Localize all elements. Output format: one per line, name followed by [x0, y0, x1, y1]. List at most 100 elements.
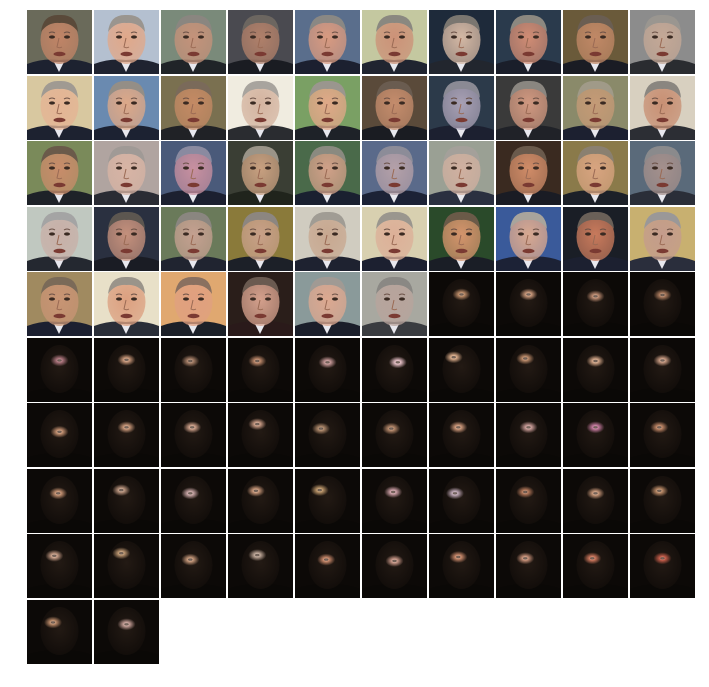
masked-face-thumbnail — [94, 403, 159, 467]
thumbnail-image — [630, 338, 695, 402]
masked-face-thumbnail — [94, 600, 159, 664]
masked-face-thumbnail — [161, 469, 226, 533]
thumbnail-image — [429, 338, 494, 402]
thumbnail-image — [563, 534, 628, 598]
thumbnail-image — [496, 76, 561, 140]
thumbnail-image — [563, 207, 628, 271]
thumbnail-image — [362, 76, 427, 140]
face-thumbnail — [94, 207, 159, 271]
face-thumbnail — [630, 207, 695, 271]
masked-face-thumbnail — [27, 403, 92, 467]
thumbnail-image — [27, 534, 92, 598]
masked-face-thumbnail — [295, 534, 360, 598]
face-thumbnail — [362, 272, 427, 336]
face-thumbnail — [228, 76, 293, 140]
thumbnail-image — [27, 10, 92, 74]
thumbnail-image — [94, 207, 159, 271]
masked-face-thumbnail — [429, 469, 494, 533]
face-thumbnail — [94, 272, 159, 336]
thumbnail-image — [94, 272, 159, 336]
face-thumbnail — [295, 207, 360, 271]
masked-face-thumbnail — [563, 469, 628, 533]
thumbnail-image — [161, 141, 226, 205]
face-thumbnail — [161, 207, 226, 271]
thumbnail-image — [228, 469, 293, 533]
masked-face-thumbnail — [429, 272, 494, 336]
thumbnail-image — [295, 338, 360, 402]
thumbnail-image — [563, 403, 628, 467]
face-thumbnail — [362, 141, 427, 205]
masked-face-thumbnail — [563, 338, 628, 402]
face-thumbnail — [496, 76, 561, 140]
masked-face-thumbnail — [94, 469, 159, 533]
thumbnail-image — [362, 469, 427, 533]
thumbnail-image — [630, 272, 695, 336]
thumbnail-image — [94, 141, 159, 205]
thumbnail-image — [228, 207, 293, 271]
face-thumbnail — [295, 10, 360, 74]
masked-face-thumbnail — [94, 338, 159, 402]
face-thumbnail — [362, 76, 427, 140]
face-thumbnail — [27, 272, 92, 336]
masked-face-thumbnail — [161, 403, 226, 467]
face-thumbnail — [27, 141, 92, 205]
masked-face-thumbnail — [496, 534, 561, 598]
face-thumbnail — [161, 141, 226, 205]
thumbnail-image — [496, 338, 561, 402]
thumbnail-image — [362, 207, 427, 271]
thumbnail-image — [429, 76, 494, 140]
masked-face-thumbnail — [429, 403, 494, 467]
face-thumbnail — [295, 141, 360, 205]
masked-face-thumbnail — [27, 534, 92, 598]
thumbnail-image — [228, 534, 293, 598]
face-thumbnail — [630, 141, 695, 205]
thumbnail-image — [295, 10, 360, 74]
thumbnail-image — [228, 403, 293, 467]
face-thumbnail — [496, 207, 561, 271]
face-thumbnail — [27, 76, 92, 140]
masked-face-thumbnail — [496, 272, 561, 336]
image-grid — [27, 10, 697, 664]
thumbnail-image — [362, 338, 427, 402]
thumbnail-image — [630, 10, 695, 74]
face-thumbnail — [429, 10, 494, 74]
masked-face-thumbnail — [295, 403, 360, 467]
face-thumbnail — [295, 272, 360, 336]
masked-face-thumbnail — [228, 534, 293, 598]
thumbnail-image — [161, 272, 226, 336]
thumbnail-image — [295, 272, 360, 336]
masked-face-thumbnail — [630, 469, 695, 533]
thumbnail-image — [429, 141, 494, 205]
face-thumbnail — [94, 10, 159, 74]
thumbnail-image — [563, 338, 628, 402]
thumbnail-image — [161, 207, 226, 271]
face-thumbnail — [295, 76, 360, 140]
face-thumbnail — [94, 141, 159, 205]
masked-face-thumbnail — [27, 600, 92, 664]
thumbnail-image — [295, 76, 360, 140]
thumbnail-image — [228, 272, 293, 336]
thumbnail-image — [362, 403, 427, 467]
face-thumbnail — [563, 76, 628, 140]
masked-face-thumbnail — [630, 403, 695, 467]
face-thumbnail — [161, 272, 226, 336]
thumbnail-image — [429, 272, 494, 336]
thumbnail-image — [362, 272, 427, 336]
face-thumbnail — [563, 10, 628, 74]
face-thumbnail — [496, 10, 561, 74]
thumbnail-image — [94, 338, 159, 402]
thumbnail-image — [27, 469, 92, 533]
thumbnail-image — [295, 534, 360, 598]
thumbnail-image — [161, 76, 226, 140]
thumbnail-image — [496, 207, 561, 271]
thumbnail-image — [295, 141, 360, 205]
thumbnail-image — [27, 207, 92, 271]
thumbnail-image — [27, 141, 92, 205]
thumbnail-image — [362, 141, 427, 205]
face-thumbnail — [228, 141, 293, 205]
face-thumbnail — [429, 76, 494, 140]
thumbnail-image — [161, 338, 226, 402]
face-thumbnail — [429, 207, 494, 271]
thumbnail-image — [27, 272, 92, 336]
face-thumbnail — [228, 10, 293, 74]
